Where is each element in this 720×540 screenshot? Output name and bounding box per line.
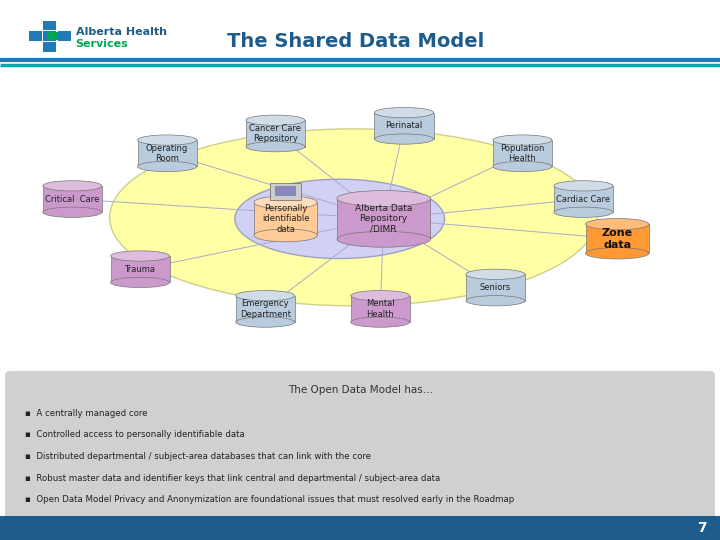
- FancyBboxPatch shape: [246, 120, 305, 147]
- Bar: [43, 31, 56, 41]
- FancyBboxPatch shape: [0, 19, 720, 65]
- Ellipse shape: [138, 161, 197, 172]
- Text: Critical  Care: Critical Care: [45, 194, 99, 204]
- Ellipse shape: [466, 269, 525, 279]
- Text: ▪  Controlled access to personally identifiable data: ▪ Controlled access to personally identi…: [25, 430, 245, 440]
- Ellipse shape: [337, 191, 431, 206]
- Text: Zone
data: Zone data: [602, 228, 633, 249]
- Text: ▪  Robust master data and identifier keys that link central and departmental / s: ▪ Robust master data and identifier keys…: [25, 474, 441, 483]
- FancyBboxPatch shape: [337, 199, 431, 239]
- FancyBboxPatch shape: [235, 296, 294, 322]
- Text: Cardiac Care: Cardiac Care: [557, 194, 611, 204]
- Text: Trauma: Trauma: [125, 265, 156, 274]
- Ellipse shape: [235, 317, 294, 327]
- Text: ▪  Distributed departmental / subject-area databases that can link with the core: ▪ Distributed departmental / subject-are…: [25, 452, 372, 461]
- Text: The Open Data Model has...: The Open Data Model has...: [287, 386, 433, 395]
- Text: 7: 7: [698, 521, 707, 535]
- Ellipse shape: [585, 219, 649, 230]
- Ellipse shape: [43, 207, 102, 218]
- FancyBboxPatch shape: [275, 186, 297, 196]
- FancyBboxPatch shape: [351, 296, 410, 322]
- Ellipse shape: [554, 207, 613, 218]
- Text: Alberta Data
Repository
/DIMR: Alberta Data Repository /DIMR: [355, 204, 413, 234]
- Text: Emergency
Department: Emergency Department: [240, 299, 291, 319]
- FancyBboxPatch shape: [5, 371, 715, 520]
- Ellipse shape: [138, 135, 197, 145]
- Ellipse shape: [466, 295, 525, 306]
- Bar: [58, 31, 71, 41]
- FancyBboxPatch shape: [374, 113, 433, 139]
- Text: ▪  A centrally managed core: ▪ A centrally managed core: [25, 409, 148, 418]
- FancyBboxPatch shape: [554, 186, 613, 212]
- FancyBboxPatch shape: [585, 224, 649, 253]
- Text: Cancer Care
Repository: Cancer Care Repository: [249, 124, 302, 143]
- Text: Seniors: Seniors: [480, 283, 511, 292]
- Ellipse shape: [43, 181, 102, 191]
- FancyBboxPatch shape: [110, 256, 170, 282]
- FancyBboxPatch shape: [493, 140, 552, 166]
- Text: Services: Services: [76, 39, 128, 49]
- FancyBboxPatch shape: [138, 140, 197, 166]
- Ellipse shape: [246, 115, 305, 125]
- Text: Personally
identifiable
data: Personally identifiable data: [262, 204, 310, 234]
- Ellipse shape: [351, 291, 410, 301]
- Bar: [47, 32, 58, 40]
- Bar: [29, 31, 42, 41]
- Ellipse shape: [254, 229, 318, 242]
- Text: Population
Health: Population Health: [500, 144, 544, 163]
- Ellipse shape: [374, 107, 433, 118]
- Ellipse shape: [246, 141, 305, 152]
- Ellipse shape: [554, 181, 613, 191]
- Ellipse shape: [111, 278, 170, 288]
- Ellipse shape: [351, 317, 410, 327]
- Text: Mental
Health: Mental Health: [366, 299, 395, 319]
- FancyBboxPatch shape: [254, 202, 318, 235]
- Bar: [43, 42, 56, 52]
- Text: Perinatal: Perinatal: [385, 122, 423, 130]
- Ellipse shape: [374, 134, 433, 144]
- Ellipse shape: [493, 161, 552, 172]
- Ellipse shape: [254, 196, 318, 209]
- Text: The Shared Data Model: The Shared Data Model: [227, 32, 484, 51]
- Ellipse shape: [109, 129, 597, 306]
- Bar: [0, 516, 720, 540]
- Bar: [43, 21, 56, 30]
- FancyBboxPatch shape: [43, 186, 102, 212]
- Text: Alberta Health: Alberta Health: [76, 28, 166, 37]
- Text: ▪  Open Data Model Privacy and Anonymization are foundational issues that must r: ▪ Open Data Model Privacy and Anonymizat…: [25, 495, 515, 504]
- Ellipse shape: [235, 291, 294, 301]
- Ellipse shape: [585, 248, 649, 259]
- Ellipse shape: [235, 179, 445, 259]
- Ellipse shape: [111, 251, 170, 261]
- Ellipse shape: [337, 231, 431, 247]
- Ellipse shape: [493, 135, 552, 145]
- FancyBboxPatch shape: [270, 183, 302, 200]
- Text: Operating
Room: Operating Room: [146, 144, 188, 163]
- FancyBboxPatch shape: [466, 274, 525, 301]
